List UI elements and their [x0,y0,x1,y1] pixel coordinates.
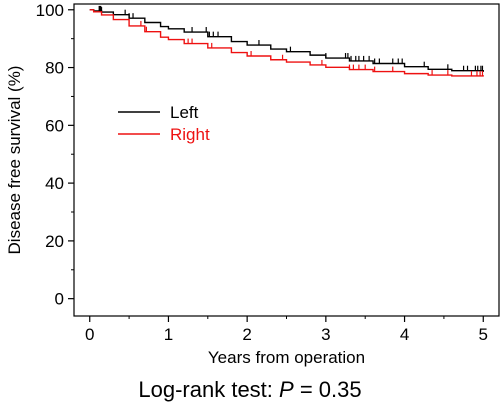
legend-label-left: Left [170,103,199,122]
legend-label-right: Right [170,125,210,144]
y-tick-label: 0 [55,290,64,309]
footnote-value: = 0.35 [293,377,362,402]
series-line-right [89,9,484,77]
x-tick-label: 0 [85,325,94,344]
footnote-p-symbol: P [279,377,294,402]
chart-axes: 0 20 40 60 80 100 0 1 2 3 4 5 Years from operation Di… [5,1,500,367]
y-tick-label: 60 [45,116,64,135]
chart-legend: Left Right [118,103,210,144]
y-axis-title: Disease free survival (%) [5,66,24,255]
x-tick-label: 5 [479,325,488,344]
footnote-prefix: Log-rank test: [138,377,280,402]
x-axis-title: Years from operation [208,348,365,367]
y-tick-label: 100 [36,1,64,20]
y-tick-label: 40 [45,174,64,193]
y-tick-label: 80 [45,59,64,78]
x-tick-label: 3 [321,325,330,344]
log-rank-footnote: Log-rank test: P = 0.35 [0,377,500,403]
x-tick-label: 4 [400,325,409,344]
y-tick-label: 20 [45,232,64,251]
x-tick-label: 1 [164,325,173,344]
chart-series-group [89,5,484,77]
x-tick-label: 2 [242,325,251,344]
survival-chart: 0 20 40 60 80 100 0 1 2 3 4 5 Years from operation Di… [5,1,500,367]
